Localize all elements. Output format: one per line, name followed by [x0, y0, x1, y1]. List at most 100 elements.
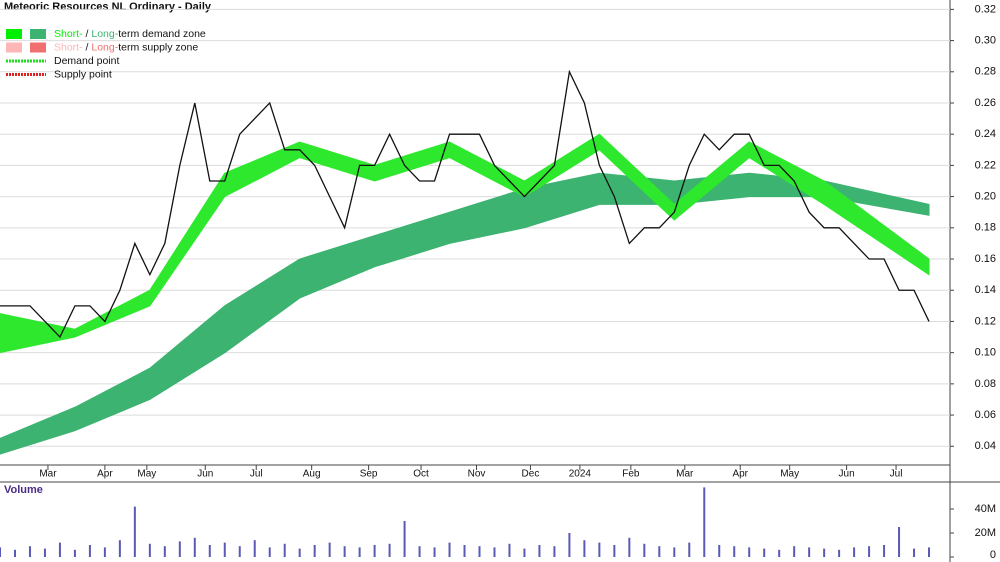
volume-bar — [538, 545, 541, 557]
y-tick-label: 0.10 — [975, 347, 996, 359]
legend-label-part: Long- — [91, 41, 118, 53]
volume-bar — [928, 547, 931, 557]
volume-bar — [718, 545, 721, 557]
volume-bar — [508, 543, 511, 557]
volume-bar — [328, 542, 331, 557]
y-tick-label: 40M — [975, 503, 996, 515]
x-tick-label: Jul — [890, 469, 903, 480]
volume-bar — [148, 543, 151, 557]
volume-bar — [808, 547, 811, 557]
volume-bar — [403, 521, 406, 557]
volume-bar — [43, 548, 46, 557]
y-tick-label: 0.18 — [975, 222, 996, 234]
legend-label: Supply point — [54, 68, 112, 80]
y-tick-label: 0.24 — [975, 128, 996, 140]
volume-bar — [388, 543, 391, 557]
volume-bar — [73, 549, 76, 557]
volume-bar — [298, 548, 301, 557]
volume-bar — [913, 548, 916, 557]
y-tick-label: 0.12 — [975, 315, 996, 327]
price-line — [0, 69, 930, 339]
y-tick-label: 0.30 — [975, 34, 996, 46]
legend-label-part: Supply point — [54, 68, 112, 80]
zone — [0, 172, 930, 455]
volume-bar — [118, 540, 121, 557]
volume-bar — [268, 547, 271, 557]
x-tick-label: Jul — [250, 469, 263, 480]
volume-bar — [0, 547, 1, 557]
x-tick-label: 2024 — [569, 469, 592, 480]
volume-bar — [628, 537, 631, 557]
legend-label-part: Short- — [54, 28, 83, 40]
legend-label-part: term supply zone — [118, 41, 198, 53]
legend-swatch — [30, 42, 46, 53]
legend-swatch — [30, 29, 46, 39]
volume-bar — [868, 546, 871, 557]
volume-bar — [433, 547, 436, 557]
legend-label-part: / — [83, 28, 92, 40]
volume-bar — [643, 543, 646, 557]
zone — [0, 133, 930, 354]
legend-label-part: Demand point — [54, 55, 119, 67]
volume-bar — [193, 537, 196, 557]
volume-bar — [343, 546, 346, 557]
volume-bar — [763, 548, 766, 557]
x-tick-label: May — [780, 469, 799, 480]
volume-bar — [133, 506, 136, 557]
x-tick-label: Oct — [413, 469, 429, 480]
volume-bar — [103, 547, 106, 557]
x-tick-label: Mar — [676, 469, 694, 480]
legend-label: Demand point — [54, 55, 119, 67]
volume-bar — [283, 543, 286, 557]
x-tick-label: Sep — [360, 469, 378, 480]
volume-bar — [463, 545, 466, 557]
volume-bar — [853, 547, 856, 557]
volume-bar — [748, 547, 751, 557]
y-tick-label: 0.28 — [975, 66, 996, 78]
y-tick-label: 0.16 — [975, 253, 996, 265]
volume-bar — [583, 540, 586, 557]
x-tick-label: Apr — [97, 469, 113, 480]
volume-bar — [478, 546, 481, 557]
volume-bar — [58, 542, 61, 557]
x-tick-label: Apr — [732, 469, 748, 480]
volume-bar — [703, 487, 706, 557]
legend-label-part: term demand zone — [118, 28, 206, 40]
volume-bar — [178, 541, 181, 557]
volume-bar — [523, 548, 526, 557]
legend-swatch — [6, 29, 22, 39]
volume-title: Volume — [4, 484, 43, 496]
volume-bar — [418, 546, 421, 557]
volume-bar — [568, 533, 571, 557]
legend-label: Short- / Long-term demand zone — [54, 28, 206, 40]
volume-bar — [448, 542, 451, 557]
y-tick-label: 0.22 — [975, 159, 996, 171]
volume-bar — [838, 549, 841, 557]
x-tick-label: Jun — [197, 469, 213, 480]
volume-bar — [673, 547, 676, 557]
y-tick-label: 0.14 — [975, 284, 996, 296]
x-tick-label: Nov — [468, 469, 486, 480]
x-tick-label: Feb — [622, 469, 640, 480]
x-tick-label: May — [137, 469, 156, 480]
volume-bar — [358, 547, 361, 557]
volume-bar — [238, 546, 241, 557]
volume-bar — [883, 545, 886, 557]
volume-bar — [598, 542, 601, 557]
volume-bar — [733, 546, 736, 557]
volume-bar — [553, 546, 556, 557]
x-tick-label: Dec — [522, 469, 540, 480]
y-tick-label: 0.04 — [975, 440, 996, 452]
x-tick-label: Mar — [39, 469, 57, 480]
y-tick-label: 20M — [975, 527, 996, 539]
volume-bar — [28, 546, 31, 557]
volume-bar — [658, 546, 661, 557]
x-tick-label: Jun — [839, 469, 855, 480]
volume-bar — [163, 546, 166, 557]
volume-bar — [823, 548, 826, 557]
volume-bar — [493, 547, 496, 557]
y-tick-label: 0.32 — [975, 3, 996, 15]
y-tick-label: 0.08 — [975, 378, 996, 390]
legend-swatch — [6, 42, 22, 53]
